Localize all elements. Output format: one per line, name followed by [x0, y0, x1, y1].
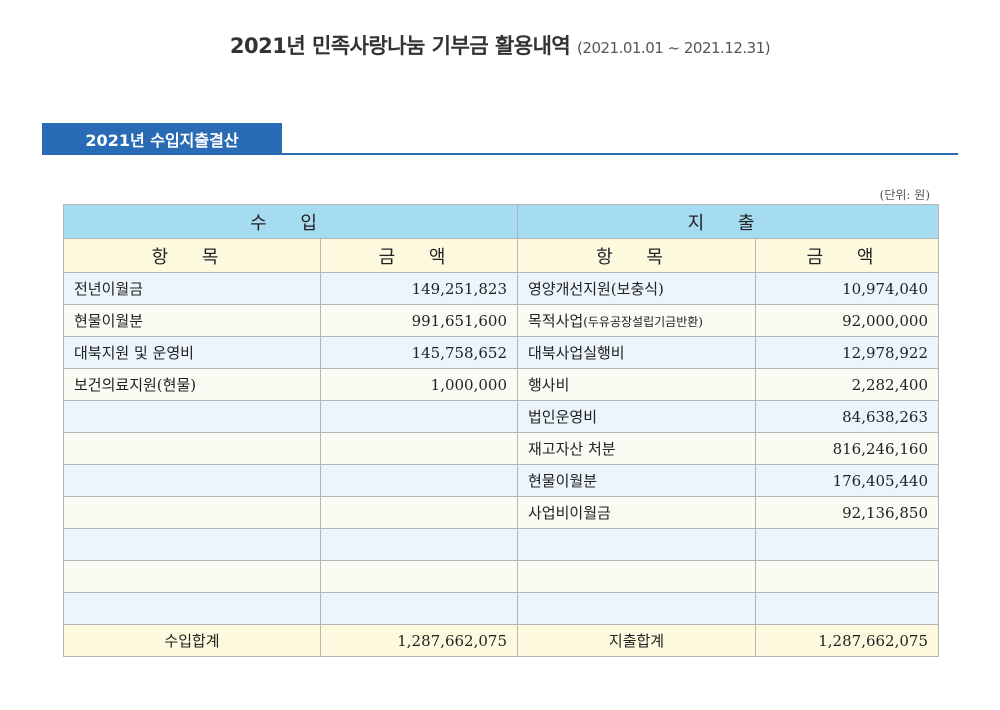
- expense-item-cell: 사업비이월금: [517, 496, 756, 529]
- table-row: 전년이월금 149,251,823 영양개선지원(보충식) 10,974,040: [63, 272, 939, 305]
- expense-header: 지 출: [517, 204, 939, 239]
- expense-amount-cell: 176,405,440: [755, 464, 939, 497]
- income-item-cell: 보건의료지원(현물): [63, 368, 321, 401]
- income-item-cell: [63, 432, 321, 465]
- income-item-cell: [63, 528, 321, 561]
- expense-item-note: (두유공장설립기금반환): [583, 315, 703, 329]
- table-row: 현물이월분 176,405,440: [63, 464, 939, 497]
- page-title-text: 2021년 민족사랑나눔 기부금 활용내역: [229, 34, 571, 58]
- expense-amount-cell: 12,978,922: [755, 336, 939, 369]
- header-row-group: 수 입 지 출: [63, 204, 939, 239]
- expense-item-cell: [517, 592, 756, 625]
- section-divider: [42, 153, 958, 155]
- income-total-label: 수입합계: [63, 624, 321, 657]
- income-amount-cell: [320, 400, 518, 433]
- income-amount-cell: [320, 432, 518, 465]
- income-item-cell: [63, 464, 321, 497]
- expense-amount-cell: 816,246,160: [755, 432, 939, 465]
- expense-amount-cell: [755, 560, 939, 593]
- table-row: 법인운영비 84,638,263: [63, 400, 939, 433]
- income-item-cell: [63, 400, 321, 433]
- expense-item-cell: 현물이월분: [517, 464, 756, 497]
- income-amount-cell: [320, 528, 518, 561]
- expense-total-amount: 1,287,662,075: [755, 624, 939, 657]
- income-amount-cell: [320, 496, 518, 529]
- expense-item-cell: [517, 528, 756, 561]
- expense-item-cell: 재고자산 처분: [517, 432, 756, 465]
- expense-item-label: 법인운영비: [528, 408, 598, 426]
- income-amount-cell: 991,651,600: [320, 304, 518, 337]
- section-tab: 2021년 수입지출결산: [42, 123, 282, 155]
- expense-item-label: 목적사업: [528, 312, 584, 330]
- totals-row: 수입합계 1,287,662,075 지출합계 1,287,662,075: [63, 624, 939, 657]
- expense-item-label: 사업비이월금: [528, 504, 611, 522]
- table-row: [63, 592, 939, 625]
- expense-amount-cell: 92,000,000: [755, 304, 939, 337]
- expense-item-label: 재고자산 처분: [528, 440, 616, 458]
- expense-item-cell: 법인운영비: [517, 400, 756, 433]
- income-amount-cell: [320, 592, 518, 625]
- table-row: 현물이월분 991,651,600 목적사업(두유공장설립기금반환) 92,000,0…: [63, 304, 939, 337]
- table-row: 보건의료지원(현물) 1,000,000 행사비 2,282,400: [63, 368, 939, 401]
- expense-item-label: 행사비: [528, 376, 570, 394]
- page-period: (2021.01.01 ~ 2021.12.31): [577, 39, 771, 57]
- expense-item-cell: 목적사업(두유공장설립기금반환): [517, 304, 756, 337]
- income-item-header: 항 목: [63, 238, 321, 273]
- expense-amount-cell: [755, 528, 939, 561]
- expense-item-label: 대북사업실행비: [528, 344, 625, 362]
- income-amount-header: 금 액: [320, 238, 518, 273]
- income-amount-cell: [320, 464, 518, 497]
- unit-label: (단위: 원): [879, 188, 930, 202]
- expense-item-cell: [517, 560, 756, 593]
- income-amount-cell: 1,000,000: [320, 368, 518, 401]
- income-item-cell: 전년이월금: [63, 272, 321, 305]
- expense-item-cell: 대북사업실행비: [517, 336, 756, 369]
- table-row: 사업비이월금 92,136,850: [63, 496, 939, 529]
- expense-amount-cell: 84,638,263: [755, 400, 939, 433]
- income-total-amount: 1,287,662,075: [320, 624, 518, 657]
- expense-amount-cell: [755, 592, 939, 625]
- income-amount-cell: 145,758,652: [320, 336, 518, 369]
- expense-amount-cell: 2,282,400: [755, 368, 939, 401]
- income-item-cell: [63, 496, 321, 529]
- table-row: 재고자산 처분 816,246,160: [63, 432, 939, 465]
- table-row: [63, 528, 939, 561]
- income-item-cell: [63, 560, 321, 593]
- table-row: [63, 560, 939, 593]
- income-amount-cell: [320, 560, 518, 593]
- ledger-body: 수 입 지 출 항 목 금 액 항 목 금 액 전년이월금 149,251,823…: [63, 204, 939, 657]
- expense-total-label: 지출합계: [517, 624, 756, 657]
- expense-amount-cell: 10,974,040: [755, 272, 939, 305]
- expense-item-label: 영양개선지원(보충식): [528, 280, 664, 298]
- income-item-cell: [63, 592, 321, 625]
- header-row-columns: 항 목 금 액 항 목 금 액: [63, 238, 939, 273]
- income-header: 수 입: [63, 204, 518, 239]
- page-title: 2021년 민족사랑나눔 기부금 활용내역 (2021.01.01 ~ 2021…: [0, 30, 1000, 60]
- income-item-cell: 현물이월분: [63, 304, 321, 337]
- expense-amount-cell: 92,136,850: [755, 496, 939, 529]
- income-amount-cell: 149,251,823: [320, 272, 518, 305]
- expense-item-header: 항 목: [517, 238, 756, 273]
- expense-item-cell: 영양개선지원(보충식): [517, 272, 756, 305]
- income-item-cell: 대북지원 및 운영비: [63, 336, 321, 369]
- expense-item-cell: 행사비: [517, 368, 756, 401]
- income-expense-table: 수 입 지 출 항 목 금 액 항 목 금 액 전년이월금 149,251,823…: [63, 204, 939, 657]
- expense-amount-header: 금 액: [755, 238, 939, 273]
- expense-item-label: 현물이월분: [528, 472, 598, 490]
- table-row: 대북지원 및 운영비 145,758,652 대북사업실행비 12,978,922: [63, 336, 939, 369]
